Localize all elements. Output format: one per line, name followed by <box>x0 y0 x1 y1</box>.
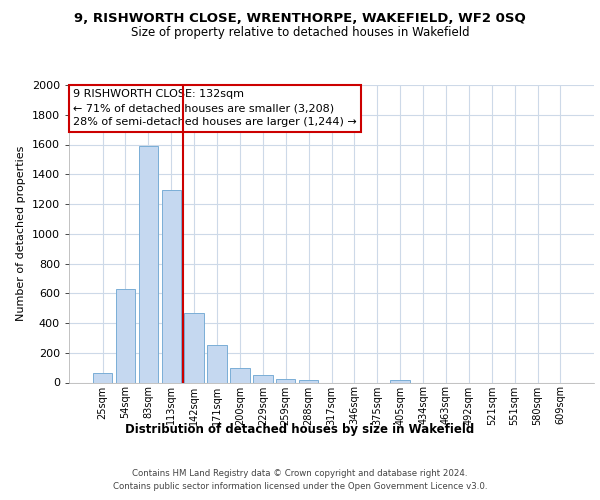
Bar <box>253 375 272 382</box>
Bar <box>391 380 410 382</box>
Bar <box>116 289 135 382</box>
Text: Contains HM Land Registry data © Crown copyright and database right 2024.
Contai: Contains HM Land Registry data © Crown c… <box>113 470 487 491</box>
Text: 9 RISHWORTH CLOSE: 132sqm
← 71% of detached houses are smaller (3,208)
28% of se: 9 RISHWORTH CLOSE: 132sqm ← 71% of detac… <box>73 89 357 127</box>
Bar <box>184 312 204 382</box>
Bar <box>230 368 250 382</box>
Bar <box>93 373 112 382</box>
Bar <box>139 146 158 382</box>
Bar <box>161 190 181 382</box>
Bar <box>276 379 295 382</box>
Bar <box>208 346 227 383</box>
Text: 9, RISHWORTH CLOSE, WRENTHORPE, WAKEFIELD, WF2 0SQ: 9, RISHWORTH CLOSE, WRENTHORPE, WAKEFIEL… <box>74 12 526 26</box>
Text: Size of property relative to detached houses in Wakefield: Size of property relative to detached ho… <box>131 26 469 39</box>
Bar <box>299 380 319 382</box>
Y-axis label: Number of detached properties: Number of detached properties <box>16 146 26 322</box>
Text: Distribution of detached houses by size in Wakefield: Distribution of detached houses by size … <box>125 422 475 436</box>
